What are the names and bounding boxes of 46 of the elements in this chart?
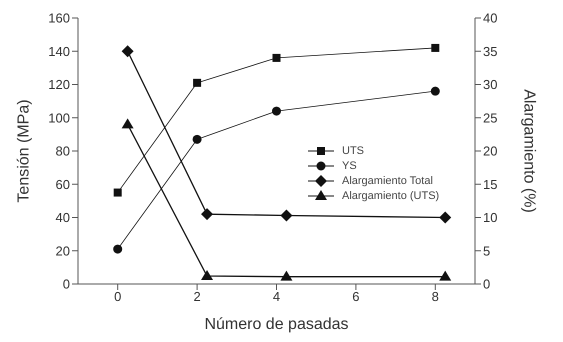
legend-label: Alargamiento (UTS) (342, 190, 440, 202)
point (430, 86, 440, 96)
y-tick-label: 100 (48, 110, 70, 126)
point (272, 106, 281, 116)
x-tick-label: 6 (352, 289, 360, 304)
legend-label: Alargamiento Total (342, 174, 433, 186)
y-tick-label: 60 (56, 176, 70, 192)
x-tick-label: 8 (432, 289, 439, 304)
y2-tick-label: 30 (483, 77, 498, 92)
y2-tick-label: 25 (483, 110, 498, 126)
y2-tick-label: 10 (483, 210, 498, 226)
legend-label: UTS (342, 144, 364, 156)
y2-tick-label: 35 (483, 44, 498, 59)
legend-label: YS (342, 160, 357, 172)
x-tick-label: 2 (193, 289, 201, 304)
y2-axis-title: Alargamiento (%) (520, 89, 538, 213)
y2-tick-label: 5 (483, 243, 490, 258)
point (114, 188, 122, 197)
y-tick-label: 160 (48, 10, 70, 26)
point (113, 244, 122, 254)
point (201, 270, 214, 280)
point (201, 208, 214, 220)
point (122, 45, 134, 58)
y-tick-label: 0 (62, 276, 70, 292)
point (122, 118, 134, 128)
point (192, 134, 202, 144)
point (280, 210, 292, 222)
y-tick-label: 40 (56, 210, 70, 226)
y2-tick-label: 15 (483, 176, 498, 192)
point (193, 78, 202, 87)
y-tick-label: 20 (56, 243, 70, 258)
y2-tick-label: 40 (483, 10, 498, 26)
x-tick-label: 0 (114, 289, 122, 304)
point (439, 212, 452, 224)
point (431, 44, 440, 52)
y2-tick-label: 20 (483, 144, 498, 159)
y-tick-label: 120 (48, 77, 70, 92)
x-axis-title: Número de pasadas (204, 316, 349, 333)
y-tick-label: 140 (48, 44, 70, 59)
point (439, 270, 452, 281)
point (280, 270, 292, 281)
y-axis-title: Tensión (MPa) (16, 99, 33, 203)
y2-tick-label: 0 (483, 276, 490, 292)
x-tick-label: 4 (272, 289, 280, 304)
y-tick-label: 80 (56, 144, 70, 159)
point (272, 54, 280, 62)
